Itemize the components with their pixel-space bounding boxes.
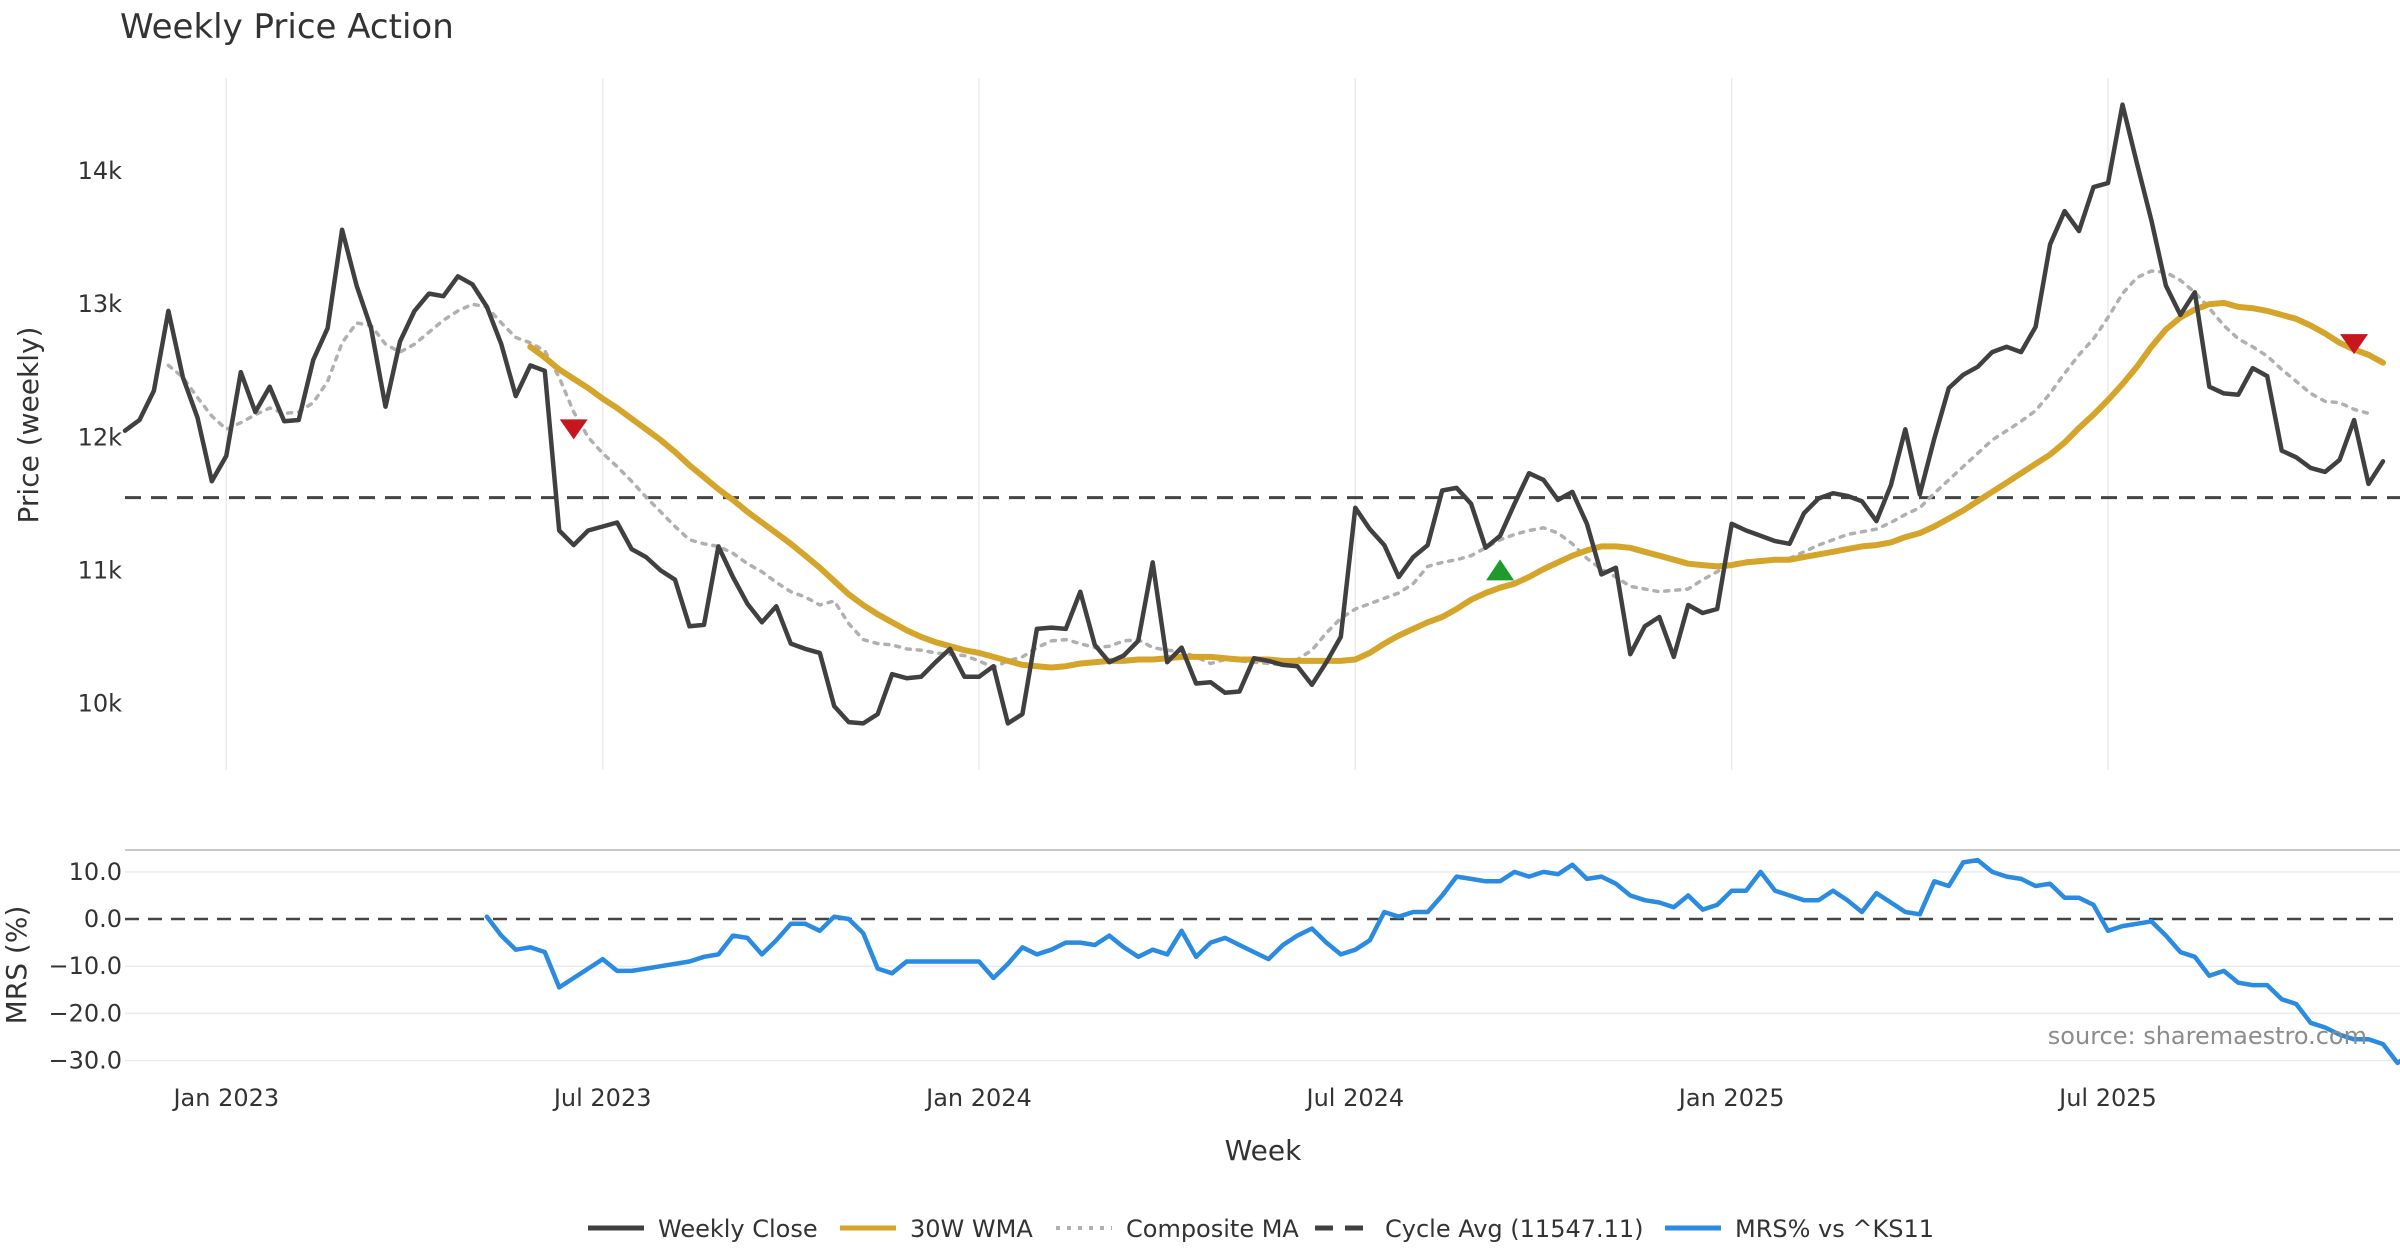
x-tick-label: Jul 2025 — [2057, 1084, 2157, 1112]
mrs-y-axis-label: MRS (%) — [0, 906, 33, 1025]
legend: Weekly Close 30W WMA Composite MA Cycle Avg… — [588, 1215, 1934, 1243]
chart-title: Weekly Price Action — [120, 7, 454, 47]
mrs-y-tick-label: −10.0 — [48, 952, 122, 980]
mrs-line — [484, 857, 2400, 1066]
x-tick-label: Jul 2024 — [1304, 1084, 1404, 1112]
price-y-tick-label: 10k — [78, 689, 123, 717]
legend-label: Cycle Avg (11547.11) — [1385, 1215, 1644, 1243]
legend-label: MRS% vs ^KS11 — [1735, 1215, 1934, 1243]
buy-signal-marker — [1486, 559, 1515, 581]
composite-ma-line — [166, 269, 2371, 670]
x-tick-label: Jan 2025 — [1677, 1084, 1785, 1112]
price-y-axis-label: Price (weekly) — [12, 327, 45, 524]
source-annotation: source: sharemaestro.com — [2048, 1022, 2367, 1050]
sell-signal-marker — [559, 419, 588, 440]
x-tick-label: Jan 2024 — [924, 1084, 1032, 1112]
mrs-y-tick-label: −30.0 — [48, 1047, 122, 1075]
legend-label: 30W WMA — [910, 1215, 1033, 1243]
mrs-y-tick-label: −20.0 — [48, 999, 122, 1027]
price-panel: 10k 11k 12k 13k 14k — [78, 78, 2400, 770]
wma-30w-line — [527, 299, 2386, 671]
sell-signal-marker — [2340, 334, 2369, 355]
x-axis-label: Week — [1225, 1134, 1302, 1167]
mrs-panel: 10.0 0.0 −10.0 −20.0 −30.0 Jan 2023 Jul 2023 Ja… — [48, 849, 2400, 1112]
mrs-y-tick-label: 10.0 — [69, 858, 122, 886]
weekly-close-line — [122, 102, 2386, 726]
legend-label: Weekly Close — [658, 1215, 818, 1243]
x-tick-label: Jul 2023 — [552, 1084, 652, 1112]
mrs-y-tick-label: 0.0 — [84, 905, 122, 933]
price-y-tick-label: 13k — [78, 290, 123, 318]
price-y-tick-label: 12k — [78, 423, 123, 451]
price-y-tick-label: 14k — [78, 157, 123, 185]
x-tick-label: Jan 2023 — [171, 1084, 279, 1112]
legend-label: Composite MA — [1126, 1215, 1299, 1243]
price-y-tick-label: 11k — [78, 556, 123, 584]
